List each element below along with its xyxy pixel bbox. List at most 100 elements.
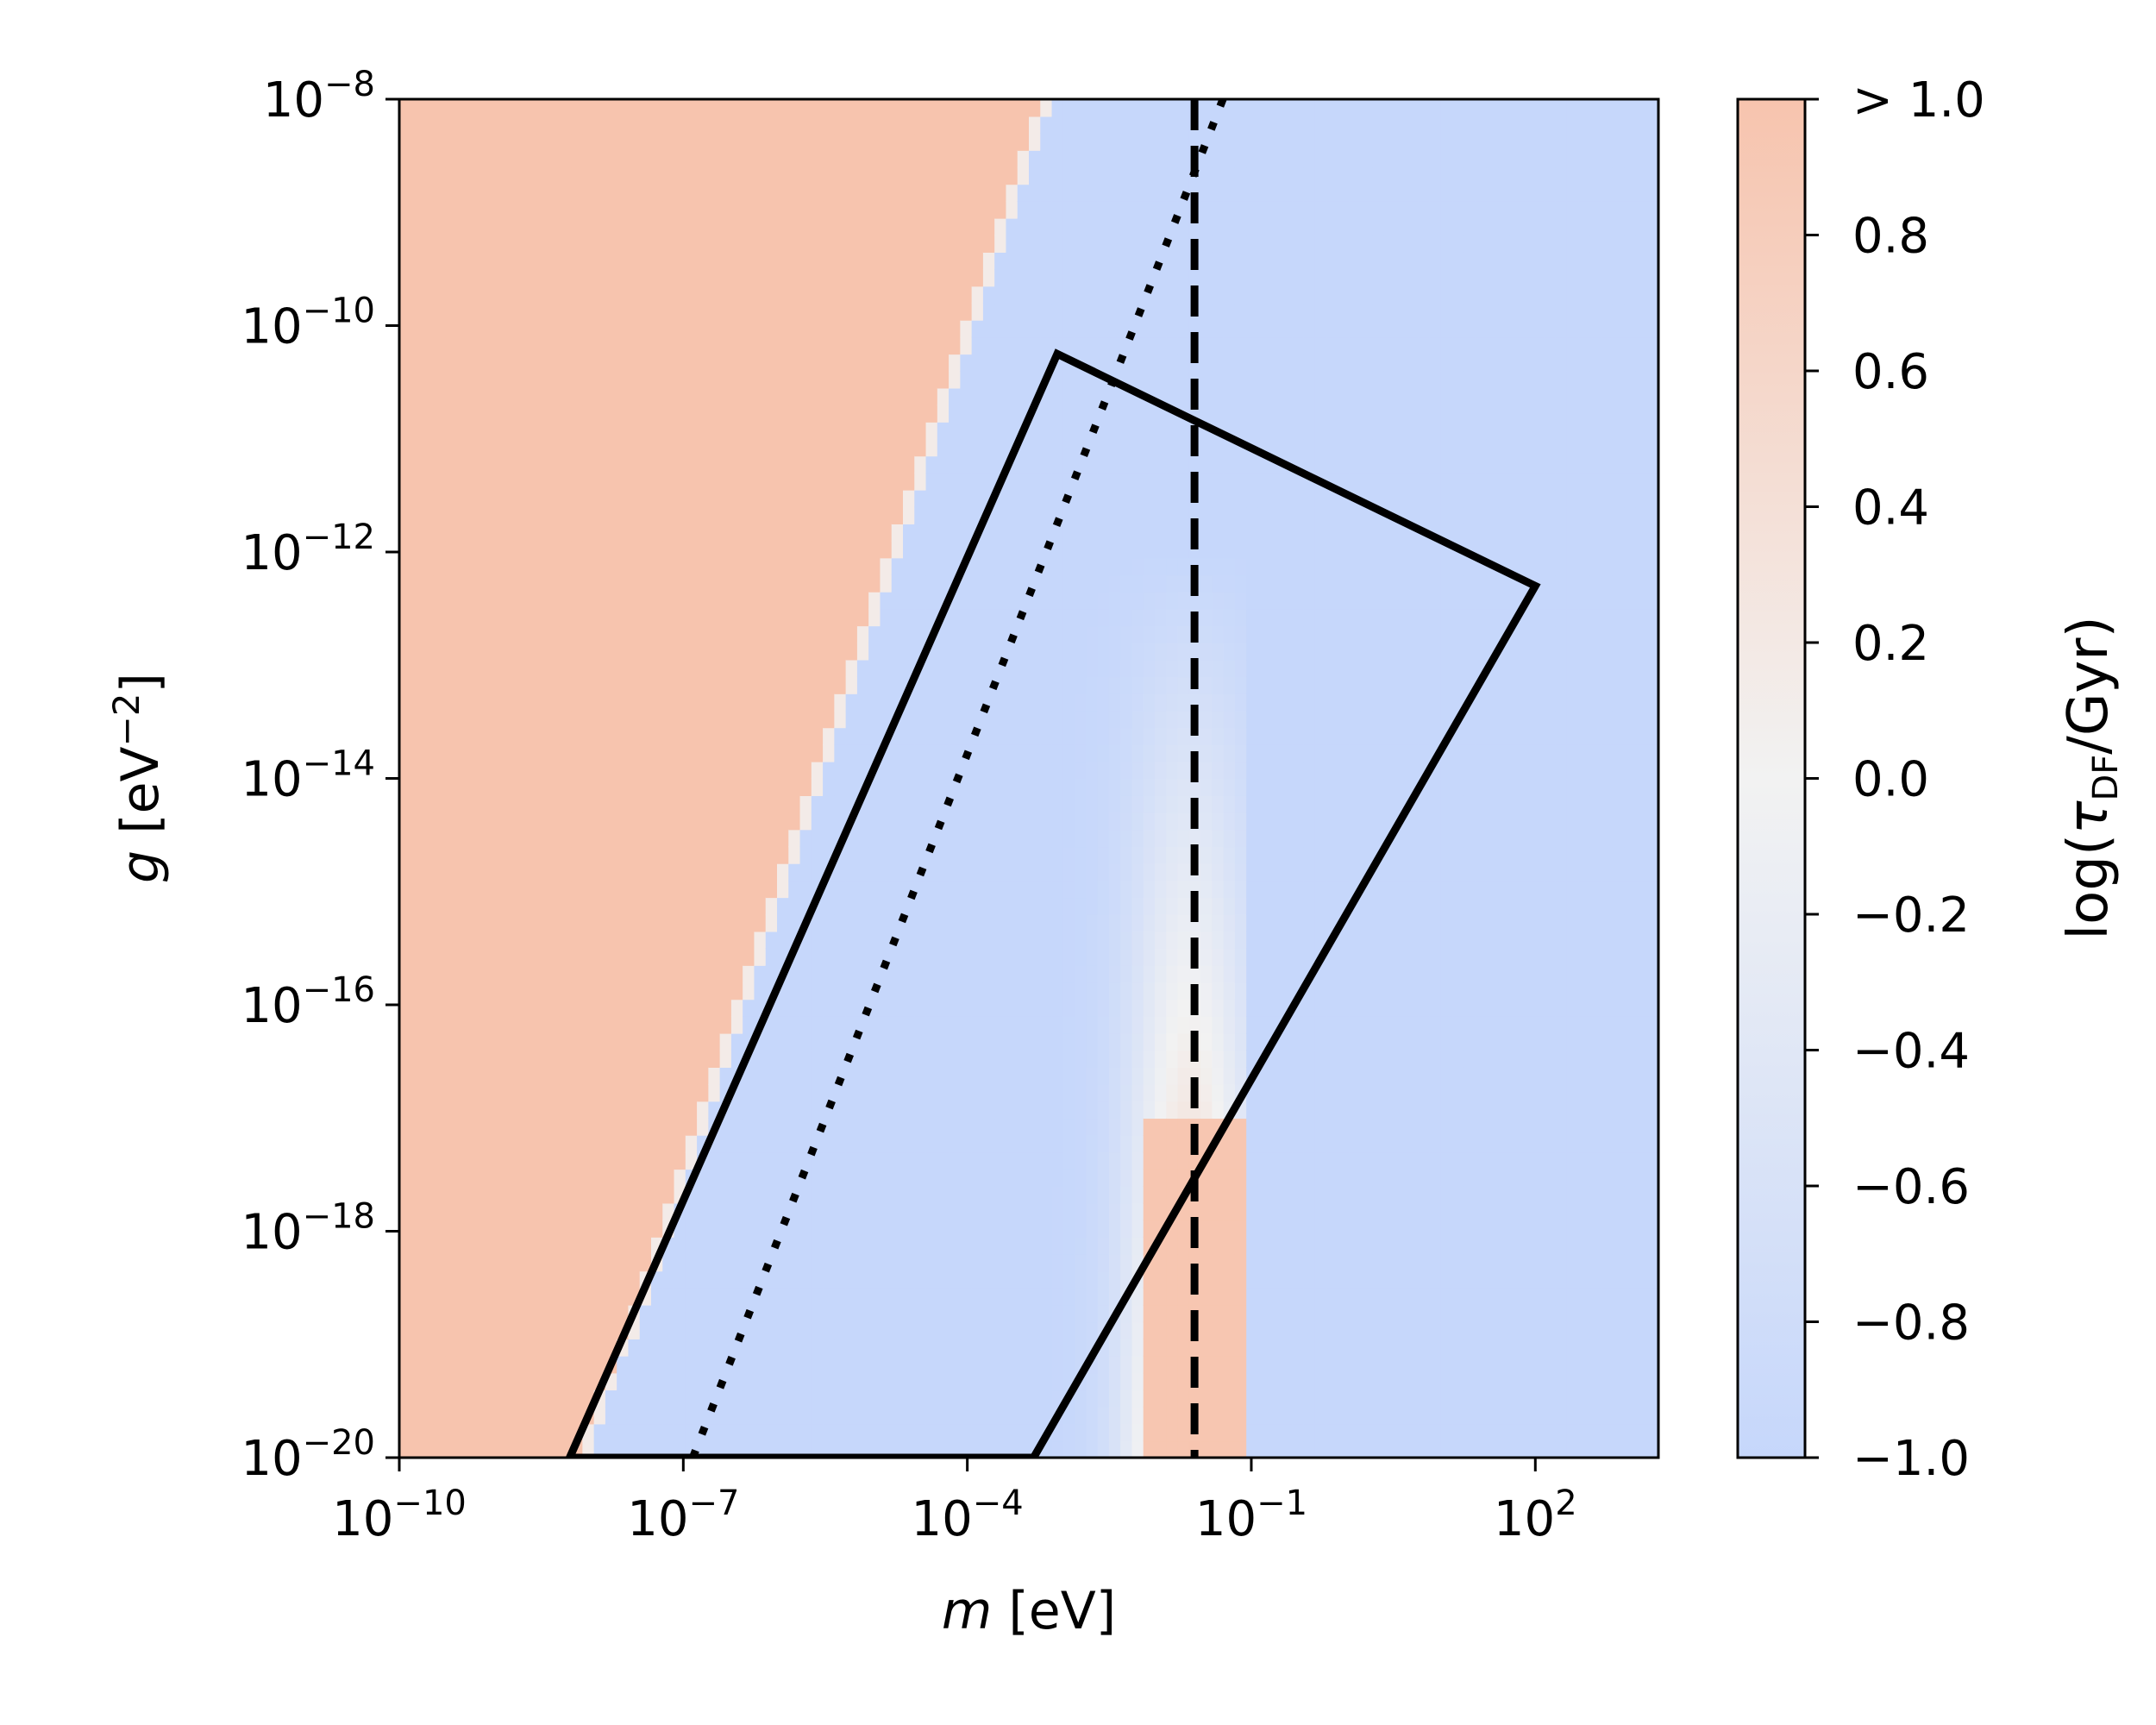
heatmap-cell (765, 166, 778, 185)
heatmap-cell (1108, 1406, 1121, 1425)
heatmap-cell (743, 693, 755, 712)
heatmap-cell (994, 506, 1007, 524)
heatmap-cell (1040, 897, 1053, 915)
heatmap-cell (845, 574, 858, 593)
heatmap-cell (445, 591, 458, 610)
heatmap-cell (868, 1083, 881, 1102)
heatmap-cell (1097, 1016, 1110, 1034)
heatmap-cell (1051, 1339, 1064, 1357)
heatmap-cell (856, 1067, 869, 1085)
heatmap-cell (1040, 319, 1053, 338)
heatmap-cell (982, 1016, 995, 1034)
heatmap-cell (593, 1406, 606, 1425)
heatmap-cell (834, 1406, 847, 1425)
heatmap-cell (548, 693, 561, 712)
heatmap-cell (925, 524, 938, 542)
heatmap-cell (799, 1389, 812, 1408)
heatmap-cell (834, 1050, 847, 1068)
heatmap-cell (697, 1304, 710, 1323)
heatmap-cell (467, 184, 480, 202)
heatmap-cell (823, 319, 836, 338)
heatmap-cell (960, 1050, 973, 1068)
heatmap-cell (548, 812, 561, 831)
heatmap-cell (411, 643, 423, 661)
heatmap-cell (1017, 1016, 1030, 1034)
heatmap-cell (639, 1355, 652, 1374)
heatmap-cell (754, 1169, 767, 1187)
heatmap-cell (811, 524, 824, 542)
heatmap-cell (891, 880, 904, 899)
heatmap-cell (1075, 761, 1087, 780)
heatmap-cell (765, 489, 778, 508)
heatmap-cell (502, 1151, 515, 1170)
heatmap-cell (674, 405, 686, 423)
heatmap-cell (593, 897, 606, 915)
heatmap-cell (491, 948, 504, 966)
heatmap-cell (708, 336, 721, 355)
heatmap-cell (697, 1270, 710, 1289)
heatmap-cell (937, 897, 950, 915)
heatmap-cell (1086, 319, 1099, 338)
heatmap-cell (422, 1134, 435, 1153)
heatmap-cell (777, 1304, 790, 1323)
heatmap-cell (1086, 1186, 1099, 1204)
heatmap-cell (1029, 540, 1042, 559)
heatmap-cell (536, 948, 549, 966)
heatmap-cell (456, 1253, 469, 1272)
heatmap-cell (628, 1253, 641, 1272)
heatmap-cell (1086, 931, 1099, 950)
heatmap-cell (559, 1118, 572, 1136)
heatmap-cell (399, 625, 412, 643)
heatmap-cell (399, 524, 412, 542)
heatmap-cell (868, 608, 881, 627)
heatmap-cell (1108, 829, 1121, 848)
heatmap-cell (799, 1220, 812, 1238)
heatmap-cell (1097, 948, 1110, 966)
heatmap-cell (708, 1440, 721, 1458)
heatmap-cell (685, 235, 698, 253)
heatmap-cell (548, 982, 561, 1000)
heatmap-cell (765, 1321, 778, 1339)
heatmap-cell (949, 235, 962, 253)
heatmap-cell (994, 235, 1007, 253)
heatmap-cell (788, 1389, 801, 1408)
heatmap-cell (754, 897, 767, 915)
heatmap-cell (536, 540, 549, 559)
heatmap-cell (399, 506, 412, 524)
heatmap-cell (571, 778, 584, 796)
heatmap-cell (708, 659, 721, 678)
heatmap-cell (754, 965, 767, 983)
heatmap-cell (856, 268, 869, 287)
heatmap-cell (445, 166, 458, 185)
heatmap-cell (525, 1186, 538, 1204)
heatmap-cell (823, 1050, 836, 1068)
heatmap-cell (662, 540, 675, 559)
heatmap-cell (479, 1067, 492, 1085)
heatmap-cell (891, 184, 904, 202)
heatmap-cell (628, 1083, 641, 1102)
heatmap-cell (1017, 354, 1030, 372)
heatmap-cell (834, 795, 847, 813)
heatmap-cell (1029, 625, 1042, 643)
heatmap-cell (536, 422, 549, 440)
heatmap-cell (536, 455, 549, 474)
heatmap-cell (1017, 693, 1030, 712)
heatmap-cell (1097, 336, 1110, 355)
heatmap-cell (845, 778, 858, 796)
heatmap-cell (799, 1016, 812, 1034)
heatmap-cell (856, 643, 869, 661)
heatmap-cell (605, 336, 617, 355)
heatmap-cell (422, 506, 435, 524)
heatmap-cell (823, 1321, 836, 1339)
heatmap-cell (479, 405, 492, 423)
heatmap-cell (811, 812, 824, 831)
heatmap-cell (697, 133, 710, 151)
heatmap-cell (605, 166, 617, 185)
heatmap-cell (1108, 1270, 1121, 1289)
heatmap-cell (479, 710, 492, 729)
heatmap-cell (525, 1339, 538, 1357)
heatmap-cell (456, 1406, 469, 1425)
heatmap-cell (891, 812, 904, 831)
heatmap-cell (1062, 455, 1075, 474)
heatmap-cell (662, 1169, 675, 1187)
